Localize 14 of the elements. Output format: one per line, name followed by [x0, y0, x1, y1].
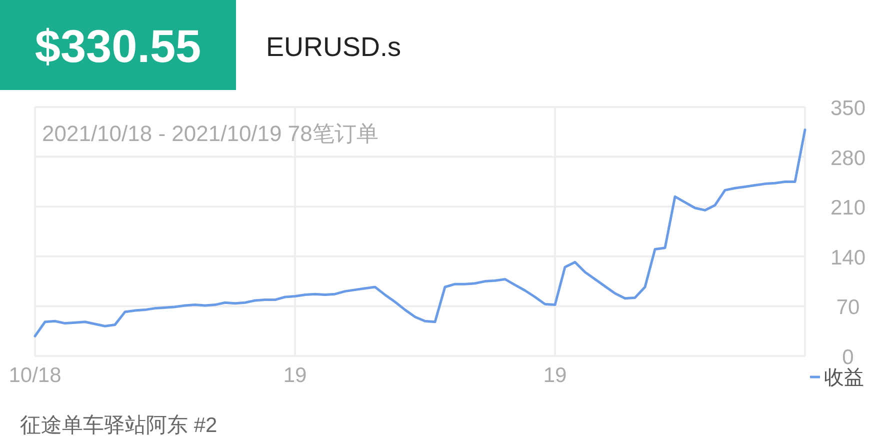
x-tick-label: 10/18	[8, 364, 62, 387]
y-tick-label: 140	[830, 246, 866, 270]
text: 征途单车驿站阿东 #2	[20, 414, 218, 437]
y-tick-label: 280	[830, 146, 866, 170]
legend-label: 收益	[824, 367, 864, 389]
y-tick-label: 0	[842, 346, 854, 369]
y-tick-label: 210	[830, 196, 866, 220]
chart-subtitle: EURUSD.s	[266, 32, 402, 62]
x-tick-label: 19	[543, 364, 567, 387]
annotation: 2021/10/18 - 2021/10/19 78笔订单	[42, 121, 378, 146]
y-tick-label: 350	[830, 97, 866, 120]
y-tick-label: 70	[836, 296, 860, 320]
chart-title: $330.55	[34, 20, 202, 72]
x-tick-label: 19	[283, 364, 307, 387]
